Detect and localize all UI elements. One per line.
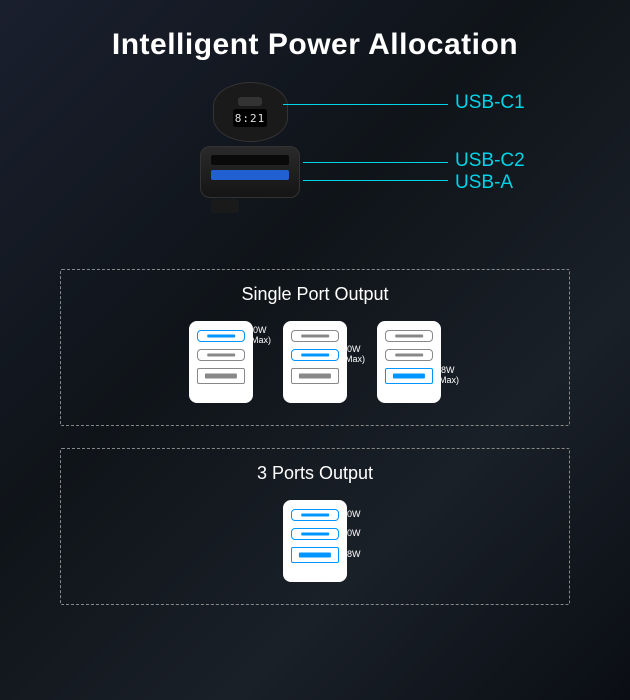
wattage-label: 30W(Max): [342, 345, 365, 365]
label-usb-a: USB-A: [455, 172, 513, 194]
wattage-label: 30W(Max): [248, 326, 271, 346]
usb-c1-port: [238, 97, 262, 106]
port-card: 18W(Max): [377, 321, 441, 403]
usb-c-slot: 30W: [291, 528, 339, 540]
three-ports-row: 30W30W18W: [81, 500, 549, 582]
usb-a-slot: 18W: [291, 547, 339, 563]
port-card: 30W(Max): [189, 321, 253, 403]
wattage-label: 30W: [342, 510, 361, 520]
label-usb-c1: USB-C1: [455, 92, 525, 114]
device-bottom-module: [200, 146, 300, 198]
wattage-label: 18W(Max): [436, 366, 459, 386]
label-usb-c2: USB-C2: [455, 150, 525, 172]
device-diagram: 8:21 USB-C1 USB-C2 USB-A: [155, 82, 570, 247]
port-card: 30W(Max): [283, 321, 347, 403]
single-port-title: Single Port Output: [81, 284, 549, 305]
main-title: Intelligent Power Allocation: [60, 28, 570, 62]
usb-c-slot: [385, 330, 433, 342]
device-plug: [211, 199, 239, 213]
usb-c-slot: 30W: [291, 509, 339, 521]
usb-c-slot: [291, 330, 339, 342]
single-port-row: 30W(Max)30W(Max)18W(Max): [81, 321, 549, 403]
usb-c-slot: [385, 349, 433, 361]
usb-a-slot: 18W(Max): [385, 368, 433, 384]
usb-a-slot: [291, 368, 339, 384]
wattage-label: 18W: [342, 550, 361, 560]
wattage-label: 30W: [342, 529, 361, 539]
usb-c-slot: [197, 349, 245, 361]
line-a: [303, 180, 448, 181]
line-c1: [283, 104, 448, 105]
three-ports-title: 3 Ports Output: [81, 463, 549, 484]
line-c2: [303, 162, 448, 163]
three-ports-box: 3 Ports Output 30W30W18W: [60, 448, 570, 605]
usb-a-slot: [197, 368, 245, 384]
single-port-box: Single Port Output 30W(Max)30W(Max)18W(M…: [60, 269, 570, 426]
device-top-module: 8:21: [213, 82, 288, 142]
usb-c-slot: 30W(Max): [291, 349, 339, 361]
usb-c-slot: 30W(Max): [197, 330, 245, 342]
usb-a-port: [211, 170, 289, 180]
usb-c2-port: [211, 155, 289, 165]
port-card: 30W 30W 18W: [283, 500, 347, 582]
device-display: 8:21: [233, 109, 267, 127]
